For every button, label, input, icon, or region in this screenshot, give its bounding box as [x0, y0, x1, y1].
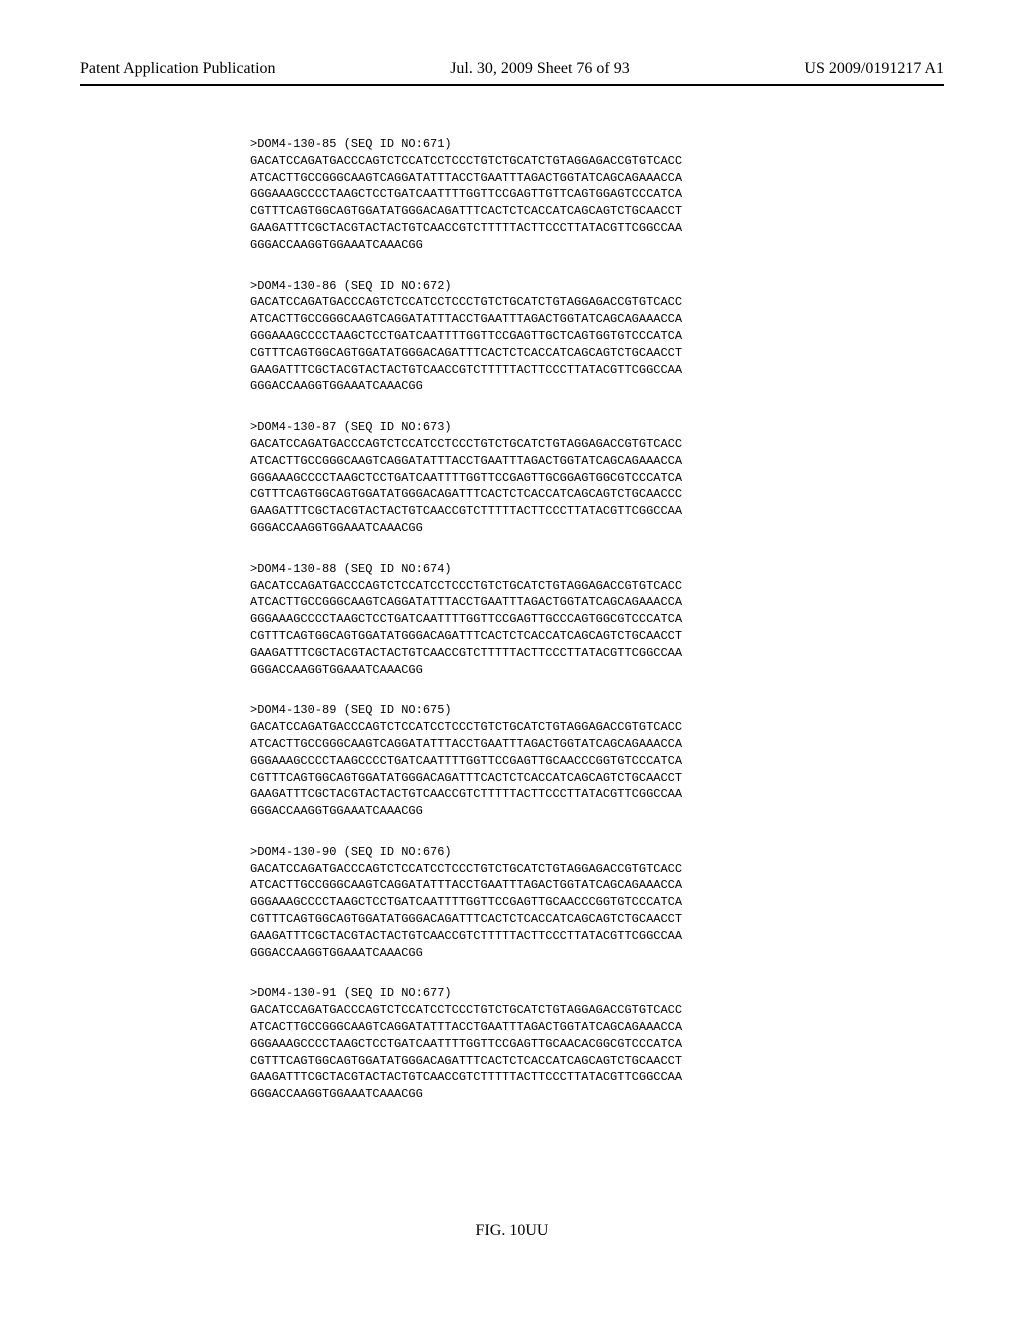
sequence-block: >DOM4-130-88 (SEQ ID NO:674)GACATCCAGATG… [250, 561, 864, 679]
sequence-line: GGGACCAAGGTGGAAATCAAACGG [250, 520, 864, 537]
sequence-line: GAAGATTTCGCTACGTACTACTGTCAACCGTCTTTTTACT… [250, 928, 864, 945]
sequence-line: GGGAAAGCCCCTAAGCTCCTGATCAATTTTGGTTCCGAGT… [250, 1036, 864, 1053]
sequence-line: GGGACCAAGGTGGAAATCAAACGG [250, 803, 864, 820]
sequence-line: GGGAAAGCCCCTAAGCTCCTGATCAATTTTGGTTCCGAGT… [250, 328, 864, 345]
sequence-line: ATCACTTGCCGGGCAAGTCAGGATATTTACCTGAATTTAG… [250, 170, 864, 187]
sequence-line: GACATCCAGATGACCCAGTCTCCATCCTCCCTGTCTGCAT… [250, 719, 864, 736]
sequence-line: GGGACCAAGGTGGAAATCAAACGG [250, 237, 864, 254]
sequence-line: ATCACTTGCCGGGCAAGTCAGGATATTTACCTGAATTTAG… [250, 594, 864, 611]
sequence-line: GGGAAAGCCCCTAAGCCCCTGATCAATTTTGGTTCCGAGT… [250, 753, 864, 770]
sequence-line: CGTTTCAGTGGCAGTGGATATGGGACAGATTTCACTCTCA… [250, 486, 864, 503]
sequence-line: GAAGATTTCGCTACGTACTACTGTCAACCGTCTTTTTACT… [250, 1069, 864, 1086]
sequence-line: GACATCCAGATGACCCAGTCTCCATCCTCCCTGTCTGCAT… [250, 294, 864, 311]
sequence-line: GGGACCAAGGTGGAAATCAAACGG [250, 662, 864, 679]
sequence-line: GACATCCAGATGACCCAGTCTCCATCCTCCCTGTCTGCAT… [250, 578, 864, 595]
sequence-line: GGGACCAAGGTGGAAATCAAACGG [250, 378, 864, 395]
sequence-line: ATCACTTGCCGGGCAAGTCAGGATATTTACCTGAATTTAG… [250, 877, 864, 894]
sequence-line: CGTTTCAGTGGCAGTGGATATGGGACAGATTTCACTCTCA… [250, 911, 864, 928]
sequence-line: GGGAAAGCCCCTAAGCTCCTGATCAATTTTGGTTCCGAGT… [250, 186, 864, 203]
sequences-container: >DOM4-130-85 (SEQ ID NO:671)GACATCCAGATG… [250, 136, 864, 1103]
sequence-line: GACATCCAGATGACCCAGTCTCCATCCTCCCTGTCTGCAT… [250, 436, 864, 453]
sequence-title: >DOM4-130-88 (SEQ ID NO:674) [250, 561, 864, 578]
sequence-line: ATCACTTGCCGGGCAAGTCAGGATATTTACCTGAATTTAG… [250, 736, 864, 753]
sequence-block: >DOM4-130-85 (SEQ ID NO:671)GACATCCAGATG… [250, 136, 864, 254]
sequence-line: GAAGATTTCGCTACGTACTACTGTCAACCGTCTTTTTACT… [250, 503, 864, 520]
sequence-title: >DOM4-130-91 (SEQ ID NO:677) [250, 985, 864, 1002]
sequence-line: CGTTTCAGTGGCAGTGGATATGGGACAGATTTCACTCTCA… [250, 628, 864, 645]
sequence-line: GACATCCAGATGACCCAGTCTCCATCCTCCCTGTCTGCAT… [250, 153, 864, 170]
sequence-title: >DOM4-130-90 (SEQ ID NO:676) [250, 844, 864, 861]
sequence-line: GAAGATTTCGCTACGTACTACTGTCAACCGTCTTTTTACT… [250, 220, 864, 237]
figure-label: FIG. 10UU [0, 1222, 1024, 1240]
sequence-block: >DOM4-130-86 (SEQ ID NO:672)GACATCCAGATG… [250, 278, 864, 396]
sequence-title: >DOM4-130-87 (SEQ ID NO:673) [250, 419, 864, 436]
sequence-line: GACATCCAGATGACCCAGTCTCCATCCTCCCTGTCTGCAT… [250, 1002, 864, 1019]
sequence-line: GACATCCAGATGACCCAGTCTCCATCCTCCCTGTCTGCAT… [250, 861, 864, 878]
sequence-line: CGTTTCAGTGGCAGTGGATATGGGACAGATTTCACTCTCA… [250, 1053, 864, 1070]
sequence-line: GGGAAAGCCCCTAAGCTCCTGATCAATTTTGGTTCCGAGT… [250, 894, 864, 911]
sequence-title: >DOM4-130-86 (SEQ ID NO:672) [250, 278, 864, 295]
sequence-line: GAAGATTTCGCTACGTACTACTGTCAACCGTCTTTTTACT… [250, 362, 864, 379]
sequence-block: >DOM4-130-91 (SEQ ID NO:677)GACATCCAGATG… [250, 985, 864, 1103]
sequence-line: CGTTTCAGTGGCAGTGGATATGGGACAGATTTCACTCTCA… [250, 770, 864, 787]
sequence-block: >DOM4-130-87 (SEQ ID NO:673)GACATCCAGATG… [250, 419, 864, 537]
page-header: Patent Application Publication Jul. 30, … [80, 60, 944, 86]
sequence-line: ATCACTTGCCGGGCAAGTCAGGATATTTACCTGAATTTAG… [250, 1019, 864, 1036]
sequence-title: >DOM4-130-85 (SEQ ID NO:671) [250, 136, 864, 153]
sequence-title: >DOM4-130-89 (SEQ ID NO:675) [250, 702, 864, 719]
header-right: US 2009/0191217 A1 [804, 60, 944, 78]
sequence-line: GGGAAAGCCCCTAAGCTCCTGATCAATTTTGGTTCCGAGT… [250, 611, 864, 628]
sequence-block: >DOM4-130-90 (SEQ ID NO:676)GACATCCAGATG… [250, 844, 864, 962]
sequence-block: >DOM4-130-89 (SEQ ID NO:675)GACATCCAGATG… [250, 702, 864, 820]
patent-page: Patent Application Publication Jul. 30, … [0, 0, 1024, 1320]
header-left: Patent Application Publication [80, 60, 276, 78]
sequence-line: ATCACTTGCCGGGCAAGTCAGGATATTTACCTGAATTTAG… [250, 453, 864, 470]
sequence-line: CGTTTCAGTGGCAGTGGATATGGGACAGATTTCACTCTCA… [250, 345, 864, 362]
sequence-line: GGGAAAGCCCCTAAGCTCCTGATCAATTTTGGTTCCGAGT… [250, 470, 864, 487]
header-center: Jul. 30, 2009 Sheet 76 of 93 [450, 60, 630, 78]
sequence-line: CGTTTCAGTGGCAGTGGATATGGGACAGATTTCACTCTCA… [250, 203, 864, 220]
sequence-line: GGGACCAAGGTGGAAATCAAACGG [250, 1086, 864, 1103]
sequence-line: GAAGATTTCGCTACGTACTACTGTCAACCGTCTTTTTACT… [250, 786, 864, 803]
sequence-line: GAAGATTTCGCTACGTACTACTGTCAACCGTCTTTTTACT… [250, 645, 864, 662]
sequence-line: GGGACCAAGGTGGAAATCAAACGG [250, 945, 864, 962]
sequence-line: ATCACTTGCCGGGCAAGTCAGGATATTTACCTGAATTTAG… [250, 311, 864, 328]
